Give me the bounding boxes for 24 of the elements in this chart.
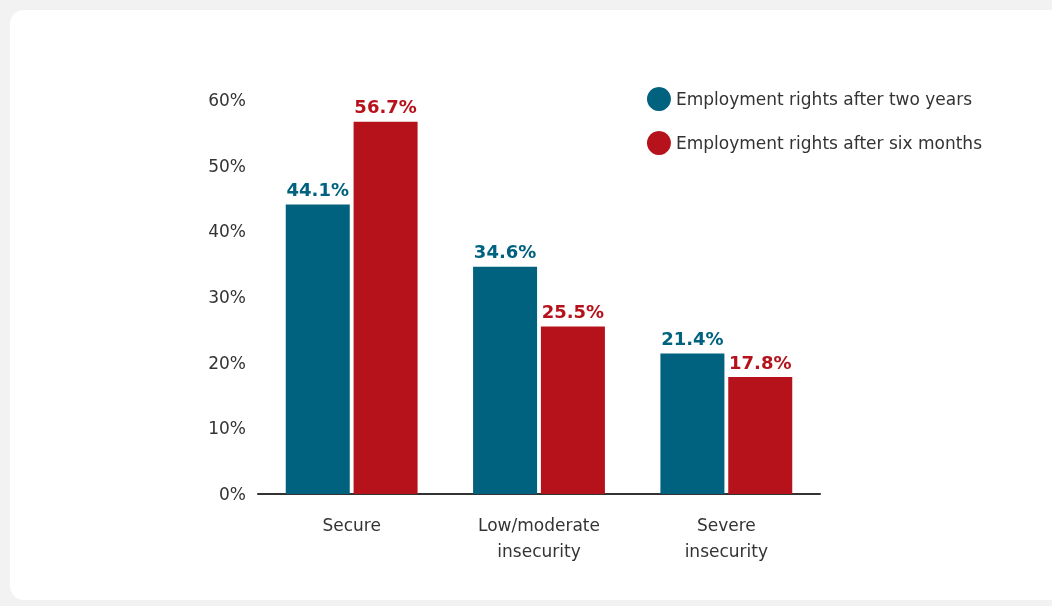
bar: [353, 121, 418, 494]
data-label: 21.4%: [661, 327, 724, 349]
bar: [285, 204, 350, 494]
bar: [728, 377, 793, 494]
data-label: 44.1%: [286, 178, 349, 200]
x-tick-label: Severe insecurity: [684, 515, 769, 561]
y-tick-label: 0%: [219, 484, 246, 504]
y-tick-label: 20%: [208, 352, 246, 373]
data-label: 34.6%: [473, 241, 537, 263]
data-label: 56.7%: [354, 96, 417, 118]
legend-label: Employment rights after six months: [675, 133, 983, 153]
y-tick-label: 10%: [208, 418, 246, 439]
bar: [540, 326, 605, 494]
x-tick-label: Secure: [322, 515, 381, 535]
y-tick-label: 50%: [208, 155, 246, 176]
data-label: 25.5%: [541, 301, 605, 323]
x-tick-label: Low/moderate insecurity: [478, 515, 600, 561]
y-tick-label: 30%: [208, 287, 246, 307]
bar: [660, 353, 725, 494]
data-label: 17.8%: [729, 351, 792, 373]
bar: [473, 266, 538, 494]
y-tick-label: 60%: [208, 90, 246, 110]
y-tick-label: 40%: [208, 221, 246, 242]
legend-label: Employment rights after two years: [675, 89, 973, 109]
